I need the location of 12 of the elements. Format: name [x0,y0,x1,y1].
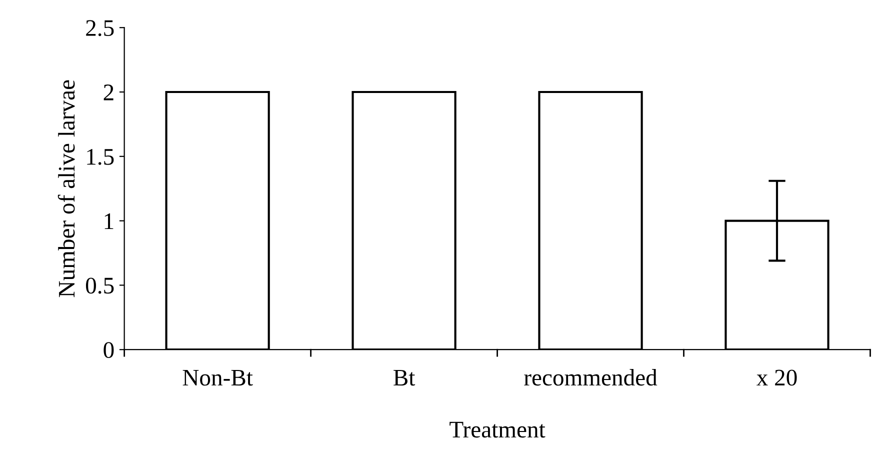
y-tick-label: 0 [104,342,114,358]
x-tick-label: x 20 [756,370,797,386]
x-tick-label: Bt [394,370,416,386]
y-tick-label: 2.5 [86,20,114,36]
y-tick-label: 2 [104,84,114,100]
y-tick-label: 1.5 [87,149,114,165]
x-axis-title: Treatment [450,422,546,438]
x-tick-label: Non-Bt [182,370,253,386]
y-tick-label: 0.5 [86,278,114,294]
y-axis-title: Number of alive larvae [58,80,75,298]
x-tick-label: recommended [524,369,658,386]
y-tick-label: 1 [104,213,114,229]
